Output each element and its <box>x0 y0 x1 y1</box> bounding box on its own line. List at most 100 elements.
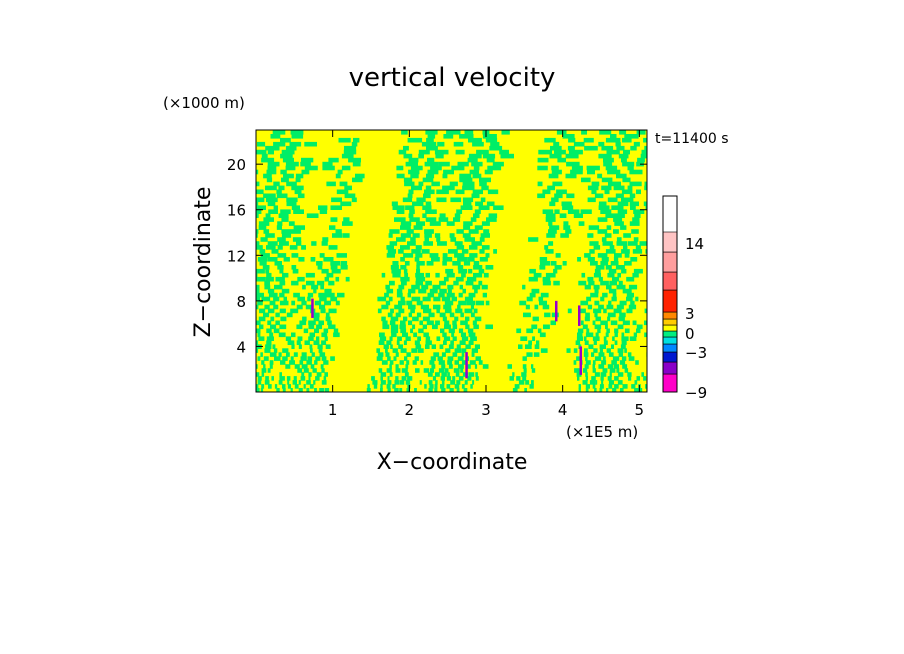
field-band <box>298 380 301 385</box>
field-band <box>613 185 625 191</box>
field-band <box>643 201 647 207</box>
field-band <box>626 296 633 302</box>
field-band <box>321 332 328 338</box>
field-band <box>616 284 626 290</box>
field-band <box>627 372 632 377</box>
field-band <box>256 328 261 334</box>
field-band <box>248 336 255 341</box>
field-band <box>248 265 256 270</box>
field-band <box>475 201 483 207</box>
field-band <box>602 368 608 373</box>
field-band <box>381 316 386 322</box>
field-band <box>437 356 443 361</box>
field-band <box>475 372 478 377</box>
field-band <box>402 197 413 203</box>
field-band <box>629 336 637 341</box>
field-band <box>578 384 581 389</box>
field-band <box>630 257 638 262</box>
field-band <box>399 324 406 330</box>
field-band <box>308 372 312 377</box>
x-tick-label: 3 <box>481 401 491 419</box>
field-band <box>265 276 274 282</box>
field-band <box>401 130 408 135</box>
field-band <box>635 296 639 302</box>
field-band <box>644 185 647 191</box>
field-band <box>612 292 617 298</box>
field-band <box>594 312 598 318</box>
field-band <box>303 328 309 334</box>
field-band <box>454 253 465 258</box>
field-band <box>457 161 469 167</box>
field-band <box>627 165 634 171</box>
field-band <box>619 312 626 318</box>
field-band <box>398 344 403 349</box>
field-band <box>461 249 469 254</box>
field-band <box>443 304 452 310</box>
field-band <box>609 372 612 377</box>
field-band <box>472 173 482 179</box>
field-band <box>632 272 639 278</box>
field-band <box>342 233 350 238</box>
field-band <box>273 181 280 187</box>
field-band <box>490 141 500 147</box>
field-band <box>578 221 585 226</box>
field-band <box>390 328 399 334</box>
field-band <box>481 284 488 290</box>
field-band <box>516 376 521 381</box>
field-band <box>377 308 382 314</box>
field-band <box>381 272 386 278</box>
field-band <box>271 249 279 254</box>
field-band <box>256 316 257 322</box>
field-band <box>265 344 272 349</box>
field-band <box>400 328 407 334</box>
field-band <box>250 281 254 286</box>
field-band <box>601 360 607 365</box>
field-band <box>598 304 604 310</box>
field-band <box>315 376 320 381</box>
field-band <box>561 201 572 207</box>
field-band <box>617 380 623 385</box>
field-band <box>591 352 595 357</box>
field-band <box>461 348 467 353</box>
field-band <box>410 173 419 179</box>
field-band <box>260 388 264 392</box>
field-band <box>512 388 518 392</box>
x-tick-label: 5 <box>635 401 645 419</box>
field-band <box>566 161 580 167</box>
field-band <box>305 304 314 310</box>
field-band <box>396 340 400 345</box>
field-band <box>267 165 277 171</box>
field-band <box>295 177 301 183</box>
field-band <box>409 209 415 214</box>
field-band <box>256 348 259 353</box>
field-band <box>448 249 458 254</box>
field-band <box>637 157 645 163</box>
field-band <box>249 217 255 222</box>
field-band <box>646 292 647 298</box>
field-band <box>328 324 336 330</box>
field-band <box>479 257 488 262</box>
field-band <box>435 272 440 278</box>
field-band <box>266 197 278 203</box>
field-band <box>550 320 556 326</box>
field-band <box>408 320 413 326</box>
field-band <box>264 284 271 290</box>
field-band <box>415 368 420 373</box>
field-band <box>556 189 567 195</box>
field-band <box>644 145 647 151</box>
field-band <box>489 145 503 151</box>
y-axis: 4 8 12 16 20 <box>227 156 647 356</box>
field-band <box>590 261 598 266</box>
field-band <box>444 320 450 326</box>
field-band <box>467 364 471 369</box>
field-band <box>577 376 580 381</box>
field-band <box>389 320 396 326</box>
field-band <box>624 134 639 139</box>
field-band <box>603 340 608 345</box>
field-band <box>542 304 550 310</box>
field-band <box>407 241 416 246</box>
field-band <box>322 161 333 167</box>
field-band <box>445 268 454 274</box>
field-band <box>305 272 315 278</box>
field-band <box>607 376 612 381</box>
